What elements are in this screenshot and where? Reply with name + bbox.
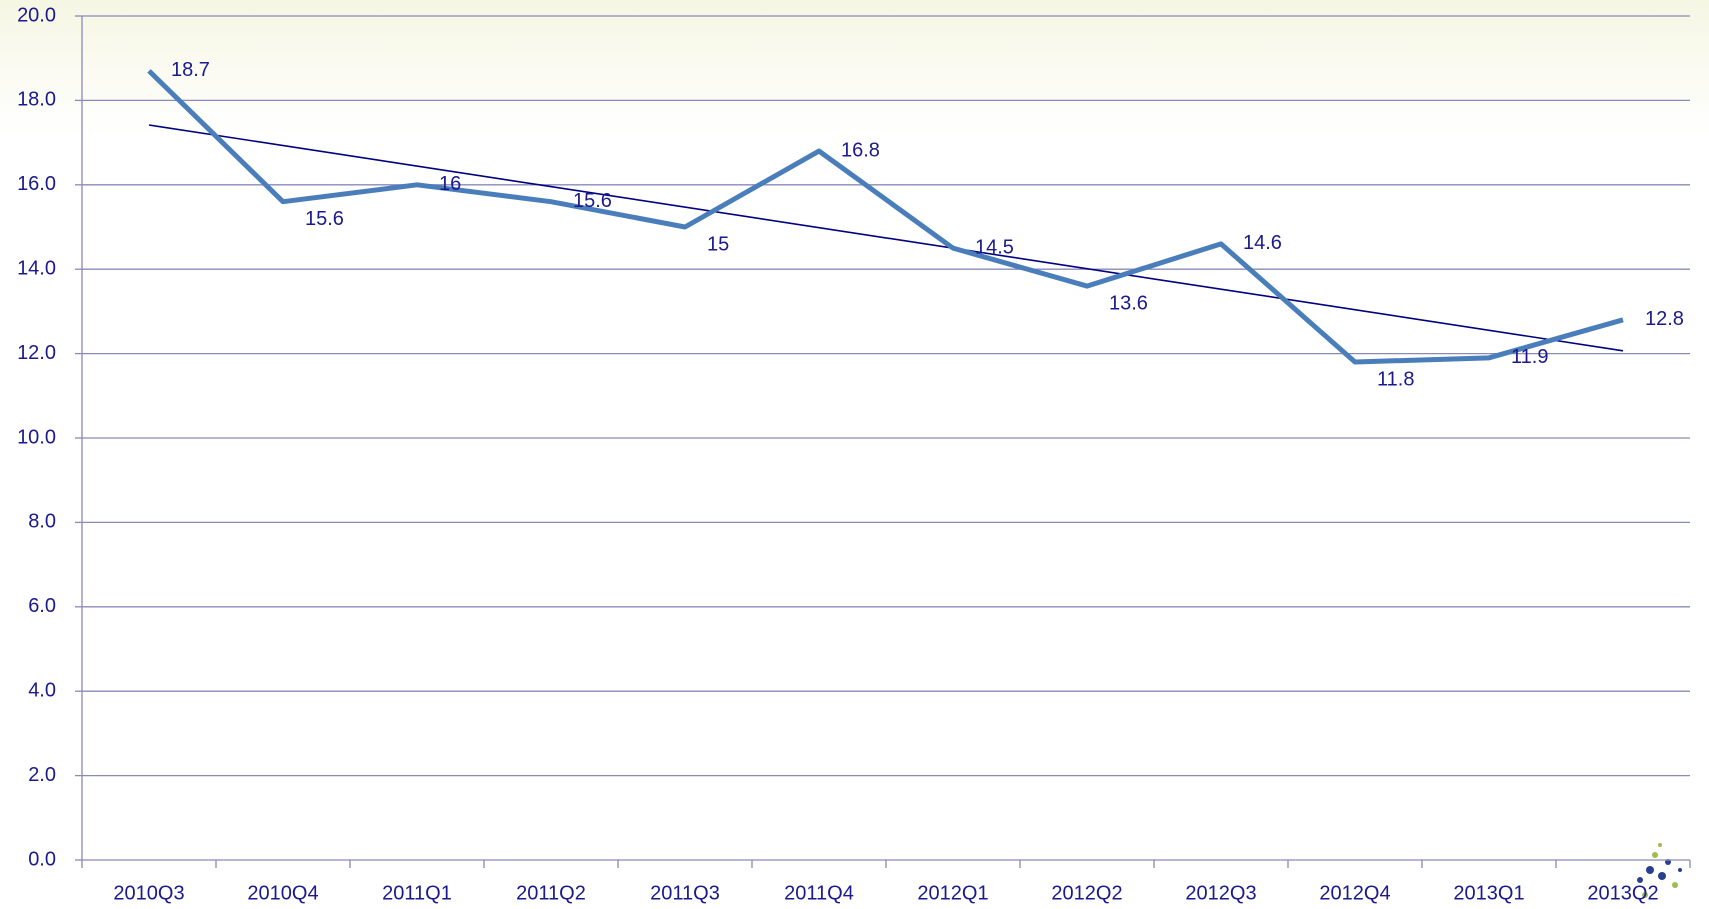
x-tick-label: 2012Q1 [917,882,988,904]
data-label: 16.8 [841,139,880,161]
y-tick-label: 0.0 [28,848,56,870]
data-label: 18.7 [171,59,210,81]
data-label: 14.5 [975,236,1014,258]
y-tick-label: 18.0 [17,89,56,111]
data-label: 14.6 [1243,232,1282,254]
data-label: 11.8 [1377,368,1414,390]
y-tick-label: 2.0 [28,764,56,786]
x-tick-label: 2010Q3 [113,882,184,904]
y-tick-label: 14.0 [17,257,56,279]
data-label: 13.6 [1109,292,1148,314]
x-tick-label: 2012Q3 [1185,882,1256,904]
data-label: 15 [707,233,729,255]
x-tick-label: 2012Q4 [1319,882,1390,904]
x-tick-label: 2011Q4 [784,882,854,904]
x-tick-label: 2012Q2 [1051,882,1122,904]
data-label: 15.6 [573,190,612,212]
x-tick-label: 2011Q3 [650,882,720,904]
data-label: 12.8 [1645,308,1684,330]
data-label: 15.6 [305,208,344,230]
x-tick-label: 2013Q1 [1453,882,1524,904]
data-line [147,69,1624,365]
y-tick-label: 16.0 [17,173,56,195]
y-tick-label: 4.0 [28,679,56,701]
y-tick-label: 8.0 [28,511,56,533]
trendline [148,124,1624,352]
y-tick-label: 6.0 [28,595,56,617]
data-label: 11.9 [1511,346,1548,368]
y-tick-label: 10.0 [17,426,56,448]
y-tick-label: 20.0 [17,4,56,26]
x-tick-label: 2013Q2 [1587,882,1658,904]
y-tick-label: 12.0 [17,342,56,364]
data-label: 16 [439,173,461,195]
x-tick-label: 2010Q4 [247,882,318,904]
x-tick-label: 2011Q2 [516,882,586,904]
x-tick-label: 2011Q1 [382,882,452,904]
